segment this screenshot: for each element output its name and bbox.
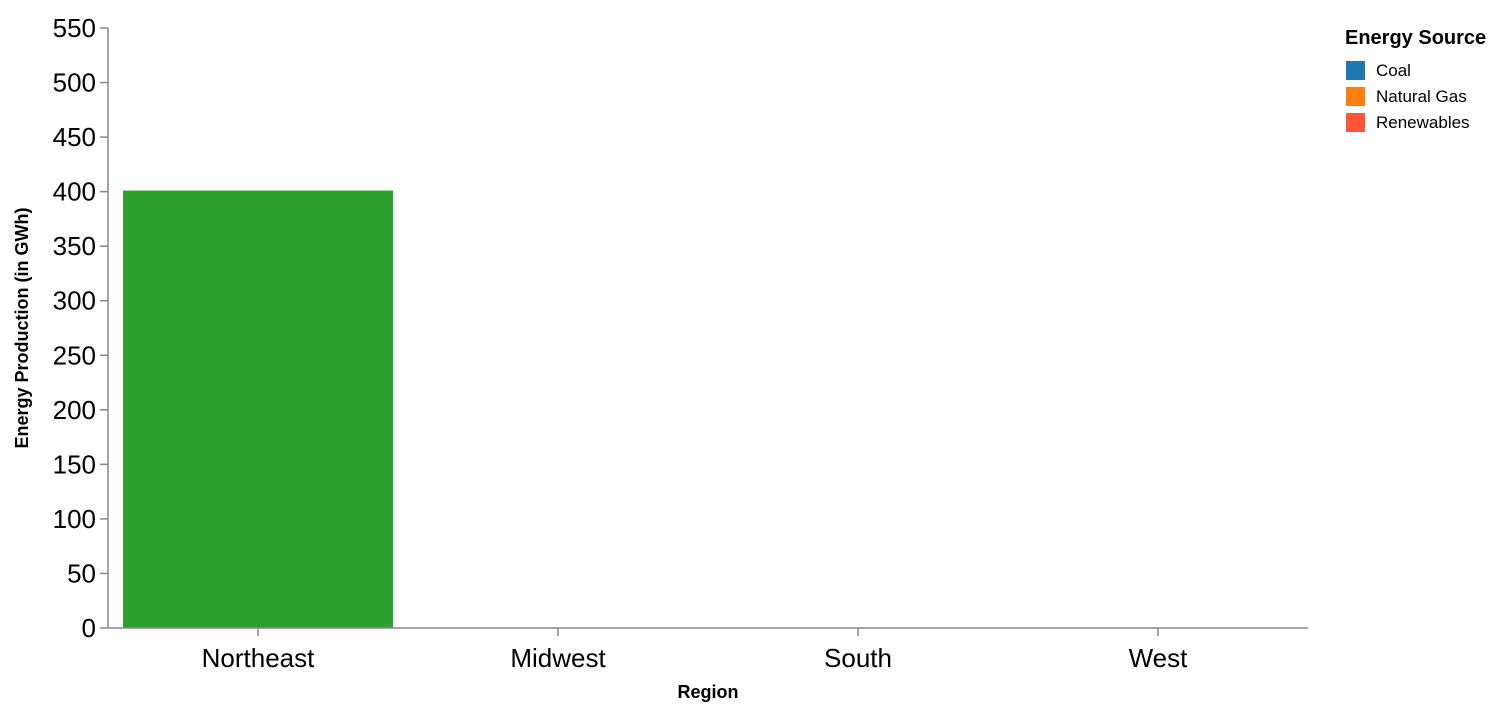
legend-swatch xyxy=(1346,61,1365,80)
legend-label: Coal xyxy=(1376,61,1411,80)
legend-label: Natural Gas xyxy=(1376,87,1467,106)
bars-layer xyxy=(123,190,393,628)
y-tick-label: 500 xyxy=(53,68,96,98)
x-tick-label: Northeast xyxy=(202,643,315,673)
y-tick-label: 300 xyxy=(53,286,96,316)
bar-northeast xyxy=(123,190,393,628)
y-tick-label: 150 xyxy=(53,449,96,479)
legend-label: Renewables xyxy=(1376,113,1470,132)
y-tick-label: 450 xyxy=(53,122,96,152)
y-axis-title: Energy Production (in GWh) xyxy=(12,208,32,449)
y-tick-label: 0 xyxy=(82,613,96,643)
legend-entries: Coal Natural Gas Renewables xyxy=(1346,61,1470,132)
legend-swatch xyxy=(1346,87,1365,106)
x-tick-label: West xyxy=(1129,643,1189,673)
legend-title: Energy Source xyxy=(1345,27,1486,49)
y-tick-label: 100 xyxy=(53,504,96,534)
x-tick-label: South xyxy=(824,643,892,673)
y-tick-label: 350 xyxy=(53,231,96,261)
x-axis: Northeast Midwest South West xyxy=(108,627,1308,673)
y-tick-label: 200 xyxy=(53,395,96,425)
y-tick-label: 250 xyxy=(53,340,96,370)
legend: Energy Source Coal Natural Gas Renewables xyxy=(1345,27,1486,132)
x-axis-title: Region xyxy=(678,682,739,702)
y-tick-label: 50 xyxy=(67,558,96,588)
y-tick-label: 400 xyxy=(53,177,96,207)
y-tick-label: 550 xyxy=(53,13,96,43)
legend-swatch xyxy=(1346,113,1365,132)
x-tick-label: Midwest xyxy=(510,643,606,673)
y-axis: 0 50 100 150 200 250 300 350 400 450 500 550 xyxy=(53,13,109,643)
